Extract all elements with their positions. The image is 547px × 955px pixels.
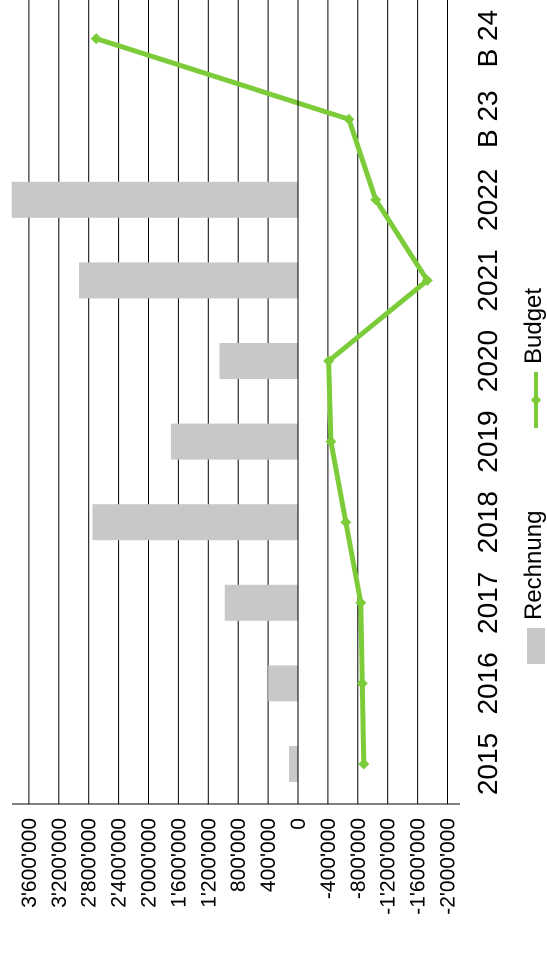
line-series-budget [90, 33, 433, 770]
legend-swatch-rechnung [527, 628, 545, 664]
legend-label-budget: Budget [520, 288, 547, 364]
legend-swatch-budget-marker [531, 394, 541, 406]
value-tick-label: 2'000'000 [138, 818, 161, 908]
bar-series-rechnung [11, 181, 299, 782]
budget-point-2016 [356, 677, 368, 689]
bar-rechnung-2021 [78, 262, 298, 299]
value-tick-label: -2'000'000 [437, 818, 460, 915]
budget-point-2022 [370, 194, 382, 206]
category-tick-label: 2022 [472, 169, 503, 231]
gridlines [28, 0, 448, 804]
budget-point-b-24 [90, 33, 102, 45]
value-tick-label: 400'000 [257, 818, 280, 892]
value-tick-label: 2'400'000 [108, 818, 131, 908]
budget-line-path [95, 36, 430, 765]
value-tick-label: 3'200'000 [48, 818, 71, 908]
budget-point-2019 [325, 436, 337, 448]
bar-rechnung-2018 [92, 504, 298, 541]
bar-rechnung-2022 [11, 181, 299, 218]
bar-rechnung-2016 [268, 665, 298, 702]
category-tick-label: 2021 [472, 249, 503, 311]
budget-point-2020 [323, 355, 335, 367]
budget-point-2017 [355, 597, 367, 609]
budget-point-b-23 [343, 113, 355, 125]
bar-rechnung-2020 [219, 343, 298, 379]
value-tick-label: 0 [287, 818, 310, 830]
category-tick-label: 2017 [472, 572, 503, 634]
value-tick-label: 800'000 [227, 818, 250, 892]
legend: Rechnung Budget [520, 288, 547, 664]
budget-point-2015 [358, 758, 370, 770]
category-tick-label: 2016 [472, 652, 503, 714]
value-tick-label: -800'000 [347, 818, 370, 899]
category-tick-label: 2020 [472, 330, 503, 392]
value-tick-label: -1'200'000 [377, 818, 400, 915]
category-tick-label: 2015 [472, 733, 503, 795]
value-tick-label: 2'800'000 [78, 818, 101, 908]
bar-rechnung-2019 [170, 423, 298, 460]
value-tick-label: 3'600'000 [18, 818, 41, 908]
value-tick-label: -400'000 [317, 818, 340, 899]
value-tick-label: 1'600'000 [167, 818, 190, 908]
category-axis-tick-labels: 2015 2016 2017 2018 2019 2020 2021 2022 B 23 B 24 [472, 10, 503, 795]
budget-point-2018 [340, 516, 352, 528]
legend-label-rechnung: Rechnung [520, 511, 547, 620]
category-tick-label: 2018 [472, 491, 503, 553]
category-tick-label: B 24 [472, 10, 503, 68]
value-tick-label: 1'200'000 [197, 818, 220, 908]
budget-point-2021 [421, 274, 433, 286]
category-tick-label: 2019 [472, 410, 503, 472]
category-tick-label: B 23 [472, 90, 503, 148]
value-tick-label: -1'600'000 [407, 818, 430, 915]
bar-rechnung-2017 [224, 584, 298, 621]
value-axis-tick-labels: 3'600'000 3'200'000 2'800'000 2'400'000 2'00… [18, 818, 460, 915]
bar-rechnung-2015 [289, 746, 298, 782]
